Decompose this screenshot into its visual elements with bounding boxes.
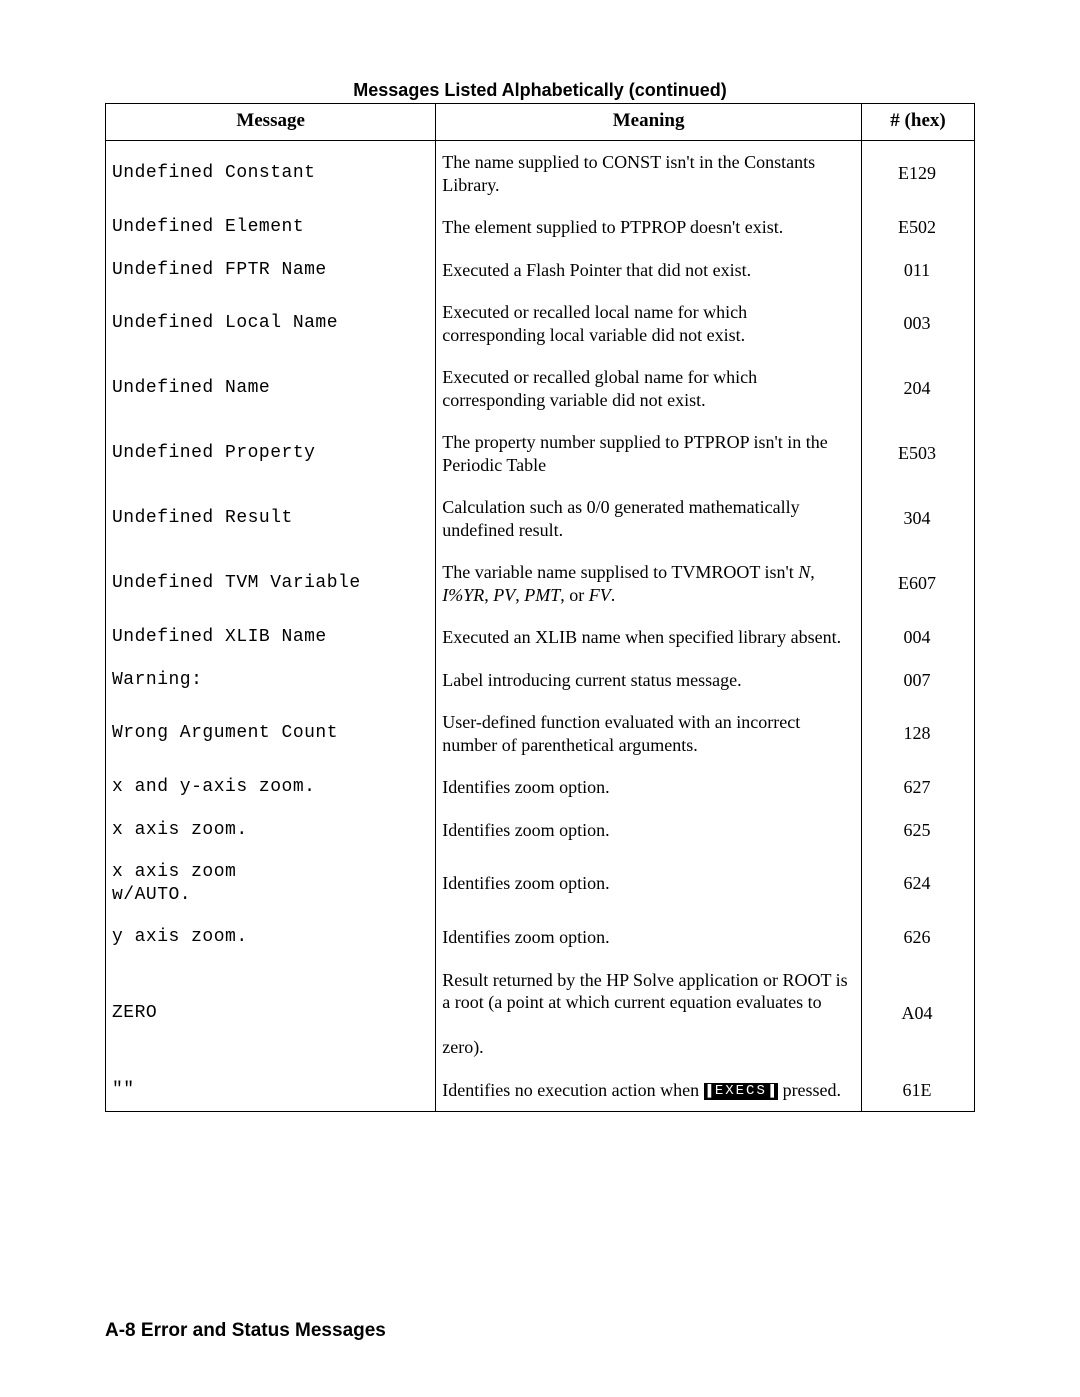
message-cell: Undefined Element [106,206,436,249]
table-row: Undefined TVM VariableThe variable name … [106,551,975,616]
hex-cell: 304 [862,486,975,551]
message-cell: Undefined FPTR Name [106,249,436,292]
message-cell: ZERO [106,959,436,1069]
message-cell: Undefined Result [106,486,436,551]
hex-cell: 007 [862,659,975,702]
meaning-cell: Identifies zoom option. [436,851,862,916]
table-row: Undefined FPTR NameExecuted a Flash Poin… [106,249,975,292]
table-row: x axis zoom.Identifies zoom option.625 [106,809,975,852]
message-cell: Undefined Name [106,356,436,421]
table-body: Undefined ConstantThe name supplied to C… [106,141,975,1112]
page-footer: A-8 Error and Status Messages [105,1320,386,1342]
message-cell: y axis zoom. [106,916,436,959]
hex-cell: 61E [862,1069,975,1112]
table-row: Undefined ResultCalculation such as 0/0 … [106,486,975,551]
hex-cell: E129 [862,141,975,207]
message-cell: x axis zoom w/AUTO. [106,851,436,916]
messages-table: Message Meaning # (hex) Undefined Consta… [105,103,975,1112]
meaning-cell: Identifies zoom option. [436,916,862,959]
table-row: Wrong Argument CountUser-defined functio… [106,701,975,766]
hex-cell: 004 [862,616,975,659]
meaning-cell: Label introducing current status message… [436,659,862,702]
meaning-cell: The property number supplied to PTPROP i… [436,421,862,486]
meaning-cell: The element supplied to PTPROP doesn't e… [436,206,862,249]
table-row: ZEROResult returned by the HP Solve appl… [106,959,975,1069]
meaning-cell: Result returned by the HP Solve applicat… [436,959,862,1069]
meaning-cell: Identifies zoom option. [436,766,862,809]
message-cell: Undefined Local Name [106,291,436,356]
meaning-cell: Executed or recalled local name for whic… [436,291,862,356]
table-header-row: Message Meaning # (hex) [106,104,975,141]
meaning-cell: Executed or recalled global name for whi… [436,356,862,421]
message-cell: Wrong Argument Count [106,701,436,766]
table-caption: Messages Listed Alphabetically (continue… [105,80,975,101]
table-row: Undefined XLIB NameExecuted an XLIB name… [106,616,975,659]
message-cell: Undefined Constant [106,141,436,207]
meaning-cell: Identifies zoom option. [436,809,862,852]
message-cell: Warning: [106,659,436,702]
table-row: ""Identifies no execution action when EX… [106,1069,975,1112]
table-row: x and y-axis zoom.Identifies zoom option… [106,766,975,809]
table-row: Undefined NameExecuted or recalled globa… [106,356,975,421]
meaning-cell: The name supplied to CONST isn't in the … [436,141,862,207]
message-cell: Undefined Property [106,421,436,486]
table-row: Undefined Local NameExecuted or recalled… [106,291,975,356]
table-row: Undefined PropertyThe property number su… [106,421,975,486]
hex-cell: 625 [862,809,975,852]
hex-cell: E503 [862,421,975,486]
meaning-cell: Executed a Flash Pointer that did not ex… [436,249,862,292]
hex-cell: 626 [862,916,975,959]
hex-cell: 624 [862,851,975,916]
hex-cell: 128 [862,701,975,766]
col-header-meaning: Meaning [436,104,862,141]
message-cell: "" [106,1069,436,1112]
message-cell: Undefined XLIB Name [106,616,436,659]
hex-cell: 011 [862,249,975,292]
table-row: Undefined ElementThe element supplied to… [106,206,975,249]
hex-cell: 003 [862,291,975,356]
meaning-cell: User-defined function evaluated with an … [436,701,862,766]
meaning-cell: Calculation such as 0/0 generated mathem… [436,486,862,551]
meaning-cell: Identifies no execution action when EXEC… [436,1069,862,1112]
message-cell: x axis zoom. [106,809,436,852]
message-cell: x and y-axis zoom. [106,766,436,809]
message-cell: Undefined TVM Variable [106,551,436,616]
hex-cell: E607 [862,551,975,616]
hex-cell: 627 [862,766,975,809]
page-container: Messages Listed Alphabetically (continue… [0,0,1080,1152]
hex-cell: 204 [862,356,975,421]
hex-cell: E502 [862,206,975,249]
col-header-message: Message [106,104,436,141]
table-row: Undefined ConstantThe name supplied to C… [106,141,975,207]
table-row: Warning:Label introducing current status… [106,659,975,702]
col-header-hex: # (hex) [862,104,975,141]
hex-cell: A04 [862,959,975,1069]
meaning-cell: The variable name supplised to TVMROOT i… [436,551,862,616]
meaning-cell: Executed an XLIB name when specified lib… [436,616,862,659]
table-row: y axis zoom.Identifies zoom option.626 [106,916,975,959]
table-row: x axis zoom w/AUTO.Identifies zoom optio… [106,851,975,916]
